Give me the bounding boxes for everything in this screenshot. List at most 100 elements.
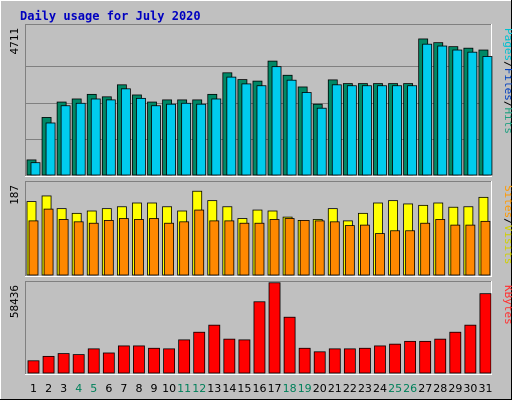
bar-pages-day-17	[271, 66, 282, 176]
bar-pages-day-11	[181, 102, 192, 176]
bar-sites-day-22	[344, 225, 355, 276]
legend-part-slash: /	[502, 101, 512, 108]
bar-sites-day-1	[28, 220, 39, 276]
day-label-12: 12	[192, 382, 206, 395]
day-label-31: 31	[478, 382, 492, 395]
day-label-14: 14	[222, 382, 236, 395]
day-label-8: 8	[135, 382, 142, 395]
bar-pages-day-15	[241, 83, 252, 176]
day-label-11: 11	[177, 382, 191, 395]
bar-pages-day-8	[136, 97, 146, 176]
bar-kbytes-day-1	[27, 360, 40, 374]
bar-pages-day-10	[166, 103, 176, 176]
bar-sites-day-14	[224, 220, 235, 276]
day-label-24: 24	[373, 382, 387, 395]
legend-part-hits: Hits	[502, 108, 512, 135]
day-label-1: 1	[30, 382, 37, 395]
day-label-29: 29	[448, 382, 462, 395]
day-label-16: 16	[253, 382, 267, 395]
bar-sites-day-4	[73, 221, 84, 276]
legend-part-visits: Visits	[502, 225, 512, 265]
bar-pages-day-16	[256, 85, 267, 176]
bar-pages-day-26	[407, 85, 418, 176]
bar-sites-day-13	[209, 220, 220, 276]
bar-sites-day-3	[58, 219, 69, 276]
legend-part-sites: Sites	[502, 185, 512, 218]
bar-kbytes-day-31	[479, 293, 492, 374]
bar-kbytes-day-5	[87, 348, 100, 374]
bar-sites-day-25	[390, 230, 400, 276]
day-label-23: 23	[358, 382, 372, 395]
bar-kbytes-day-25	[389, 343, 401, 374]
bar-kbytes-day-30	[464, 324, 477, 374]
panel-bottom: 58436 KBytes	[8, 281, 512, 375]
day-label-7: 7	[120, 382, 127, 395]
bar-sites-day-19	[299, 220, 310, 276]
bar-pages-day-14	[226, 76, 237, 176]
bar-sites-day-15	[239, 222, 250, 276]
day-label-28: 28	[433, 382, 447, 395]
bar-kbytes-day-7	[117, 345, 130, 374]
bar-sites-day-10	[164, 222, 174, 276]
bar-sites-day-18	[284, 218, 295, 276]
day-label-5: 5	[90, 382, 97, 395]
bar-kbytes-day-15	[238, 339, 251, 374]
bar-kbytes-day-29	[449, 331, 462, 374]
bar-kbytes-day-22	[343, 348, 356, 374]
bar-sites-day-16	[254, 222, 265, 276]
bar-kbytes-day-2	[42, 355, 55, 374]
bar-sites-day-28	[435, 219, 446, 276]
bar-pages-day-22	[346, 85, 357, 176]
bar-sites-day-30	[465, 224, 476, 276]
legend-label-bottom: KBytes	[502, 285, 512, 325]
chart-title: Daily usage for July 2020	[20, 9, 201, 23]
y-max-label-top: 4711	[8, 28, 21, 55]
bar-pages-day-3	[60, 105, 71, 176]
bar-pages-day-4	[75, 102, 86, 176]
day-label-21: 21	[328, 382, 342, 395]
bar-kbytes-day-21	[328, 348, 341, 374]
bar-pages-day-18	[286, 79, 297, 176]
bar-kbytes-day-3	[57, 353, 70, 374]
bar-kbytes-day-28	[434, 338, 447, 374]
bar-kbytes-day-27	[419, 340, 432, 374]
bar-kbytes-day-12	[193, 331, 206, 374]
day-label-19: 19	[298, 382, 312, 395]
day-label-2: 2	[45, 382, 52, 395]
day-label-18: 18	[283, 382, 297, 395]
legend-part-pages: Pages	[502, 28, 512, 61]
bar-sites-day-23	[360, 224, 370, 276]
bar-sites-day-20	[314, 220, 325, 276]
bar-pages-day-23	[362, 85, 372, 176]
bar-pages-day-6	[105, 99, 116, 176]
day-label-17: 17	[268, 382, 282, 395]
day-label-22: 22	[343, 382, 357, 395]
bar-kbytes-day-19	[298, 347, 311, 374]
bar-kbytes-day-16	[253, 301, 266, 374]
bar-kbytes-day-26	[404, 340, 417, 374]
panel-middle: 187 Sites/Visits	[8, 181, 512, 277]
bar-sites-day-9	[149, 218, 159, 276]
legend-label-middle: Sites/Visits	[502, 185, 512, 265]
bar-pages-day-21	[331, 84, 342, 176]
bar-kbytes-day-24	[374, 345, 386, 374]
bar-sites-day-11	[179, 221, 190, 276]
bar-sites-day-8	[134, 219, 144, 276]
bar-sites-day-12	[194, 209, 205, 276]
day-label-10: 10	[162, 382, 176, 395]
bar-pages-day-28	[437, 45, 448, 176]
bar-pages-day-13	[211, 98, 222, 176]
day-label-3: 3	[60, 382, 67, 395]
bar-kbytes-day-18	[283, 316, 296, 374]
day-label-26: 26	[403, 382, 417, 395]
bar-pages-day-31	[482, 56, 493, 176]
legend-part-slash: /	[502, 218, 512, 225]
day-label-20: 20	[313, 382, 327, 395]
bar-sites-day-27	[420, 222, 431, 276]
bar-sites-day-26	[405, 230, 416, 276]
bar-sites-day-2	[43, 208, 54, 276]
bar-pages-day-25	[392, 85, 402, 176]
bar-pages-day-7	[120, 88, 131, 176]
bar-kbytes-day-9	[148, 347, 160, 374]
